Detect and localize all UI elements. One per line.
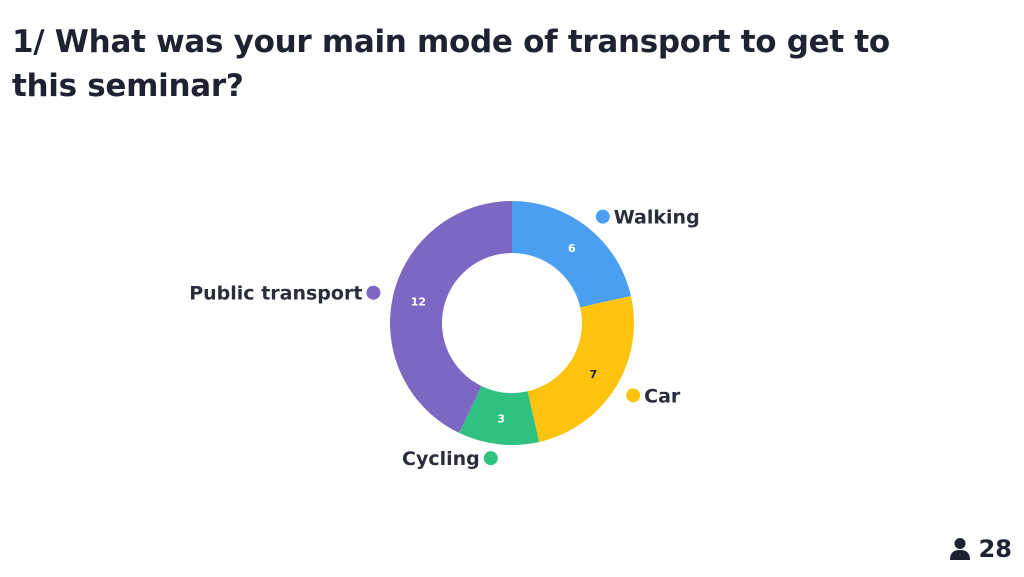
legend-label-public-transport: Public transport — [189, 283, 362, 305]
legend-label-cycling: Cycling — [402, 448, 480, 470]
legend-dot-cycling — [483, 451, 498, 466]
legend-dot-walking — [595, 209, 610, 224]
donut-slice-car — [527, 295, 634, 442]
participant-counter: 28 — [949, 535, 1012, 563]
legend-dot-car — [626, 388, 641, 403]
slice-value-cycling: 3 — [497, 412, 505, 425]
person-icon — [949, 537, 971, 561]
participant-count: 28 — [978, 535, 1012, 563]
donut-slice-walking — [512, 201, 631, 308]
slice-value-walking: 6 — [568, 242, 576, 255]
slice-value-public-transport: 12 — [411, 296, 426, 309]
donut-slice-public-transport — [389, 201, 512, 433]
slice-value-car: 7 — [589, 368, 597, 381]
question-title: 1/ What was your main mode of transport … — [12, 24, 890, 104]
donut-slice-cycling — [459, 386, 540, 445]
legend-dot-public-transport — [366, 285, 381, 300]
legend-label-walking: Walking — [614, 207, 700, 229]
legend-label-car: Car — [644, 385, 681, 407]
